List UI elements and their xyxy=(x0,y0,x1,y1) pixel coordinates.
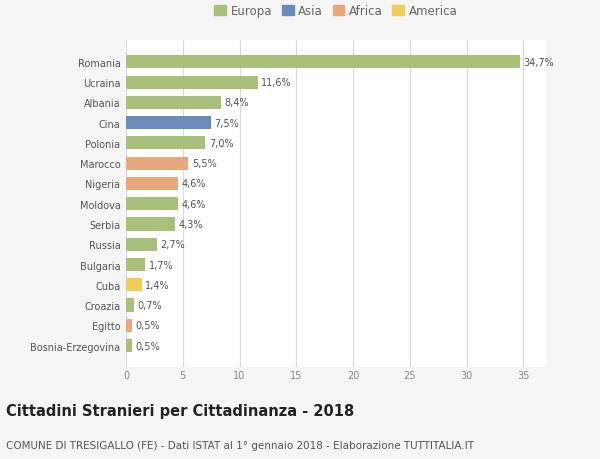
Bar xyxy=(126,319,131,332)
Bar xyxy=(126,76,257,90)
Bar xyxy=(126,339,131,353)
Text: 7,0%: 7,0% xyxy=(209,139,233,149)
Text: 11,6%: 11,6% xyxy=(261,78,292,88)
Text: 0,5%: 0,5% xyxy=(135,341,160,351)
Bar xyxy=(126,96,221,110)
Legend: Europa, Asia, Africa, America: Europa, Asia, Africa, America xyxy=(214,5,458,18)
Text: 1,4%: 1,4% xyxy=(145,280,170,290)
Bar xyxy=(126,117,211,130)
Bar xyxy=(126,238,157,251)
Text: 1,7%: 1,7% xyxy=(149,260,173,270)
Bar xyxy=(126,218,175,231)
Text: 34,7%: 34,7% xyxy=(523,58,554,67)
Text: Cittadini Stranieri per Cittadinanza - 2018: Cittadini Stranieri per Cittadinanza - 2… xyxy=(6,403,354,418)
Bar xyxy=(126,56,520,69)
Text: 8,4%: 8,4% xyxy=(225,98,249,108)
Text: 0,7%: 0,7% xyxy=(137,300,162,310)
Text: 7,5%: 7,5% xyxy=(215,118,239,129)
Bar xyxy=(126,279,142,292)
Text: 5,5%: 5,5% xyxy=(192,159,217,169)
Bar xyxy=(126,178,178,190)
Bar xyxy=(126,299,134,312)
Bar xyxy=(126,157,188,170)
Bar xyxy=(126,258,145,271)
Text: 2,7%: 2,7% xyxy=(160,240,185,250)
Text: 0,5%: 0,5% xyxy=(135,320,160,330)
Bar xyxy=(126,137,205,150)
Text: 4,6%: 4,6% xyxy=(182,179,206,189)
Text: 4,3%: 4,3% xyxy=(178,219,203,230)
Text: COMUNE DI TRESIGALLO (FE) - Dati ISTAT al 1° gennaio 2018 - Elaborazione TUTTITA: COMUNE DI TRESIGALLO (FE) - Dati ISTAT a… xyxy=(6,440,474,450)
Bar xyxy=(126,198,178,211)
Text: 4,6%: 4,6% xyxy=(182,199,206,209)
